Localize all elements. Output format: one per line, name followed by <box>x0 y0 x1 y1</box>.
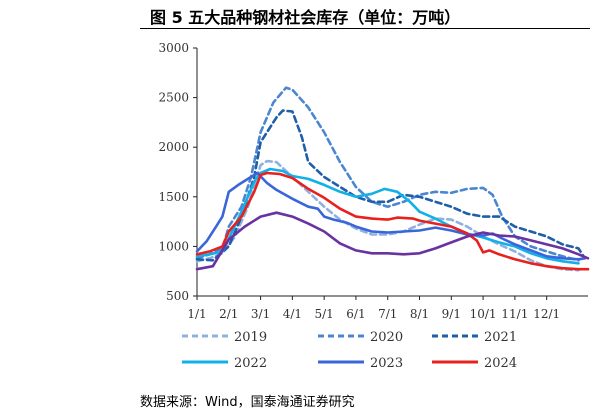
legend-label-2024: 2024 <box>484 356 517 371</box>
x-tick-label: 5/1 <box>314 307 333 321</box>
legend-label-2021: 2021 <box>484 330 517 345</box>
x-tick-label: 6/1 <box>346 307 365 321</box>
series-line-2019 <box>195 159 580 272</box>
x-tick-label: 8/1 <box>410 307 429 321</box>
title-divider <box>140 28 590 29</box>
series-line-2025 <box>195 211 590 271</box>
y-tick-label: 2500 <box>158 91 189 105</box>
series-layer <box>195 86 590 272</box>
series-line-2023 <box>195 171 587 261</box>
legend-label-2022: 2022 <box>234 356 267 371</box>
x-tick-label: 7/1 <box>378 307 397 321</box>
series-line-2024 <box>195 171 590 271</box>
legend-label-2020: 2020 <box>370 330 403 345</box>
legend-label-2019: 2019 <box>234 330 267 345</box>
y-tick-label: 2000 <box>158 140 189 154</box>
x-tick-label: 4/1 <box>283 307 302 321</box>
x-tick-label: 1/1 <box>187 307 206 321</box>
legend-label-2023: 2023 <box>370 356 403 371</box>
x-tick-label: 9/1 <box>442 307 461 321</box>
chart-legend: 2019 2020 2021 2022 2023 2024 <box>182 330 517 371</box>
x-tick-label: 2/1 <box>219 307 238 321</box>
x-tick-label: 10/1 <box>470 307 497 321</box>
series-line-2022 <box>195 167 580 265</box>
y-tick-label: 3000 <box>158 41 189 55</box>
series-line-2020 <box>195 86 580 262</box>
x-tick-label: 3/1 <box>251 307 270 321</box>
series-line-2021 <box>195 109 587 262</box>
x-tick-label: 11/1 <box>501 307 528 321</box>
data-source-note: 数据来源：Wind，国泰海通证券研究 <box>140 395 355 410</box>
x-tick-label: 12/1 <box>533 307 560 321</box>
chart-title: 图 5 五大品种钢材社会库存（单位：万吨） <box>150 8 461 27</box>
steel-inventory-chart: 500 1000 1500 2000 2500 3000 1/1 2/1 3/1 4/1 5/1 6/… <box>158 41 590 371</box>
y-tick-label: 500 <box>166 289 189 303</box>
y-tick-label: 1000 <box>158 239 189 253</box>
y-tick-label: 1500 <box>158 190 189 204</box>
chart-axes: 500 1000 1500 2000 2500 3000 1/1 2/1 3/1 4/1 5/1 6/… <box>158 41 588 321</box>
